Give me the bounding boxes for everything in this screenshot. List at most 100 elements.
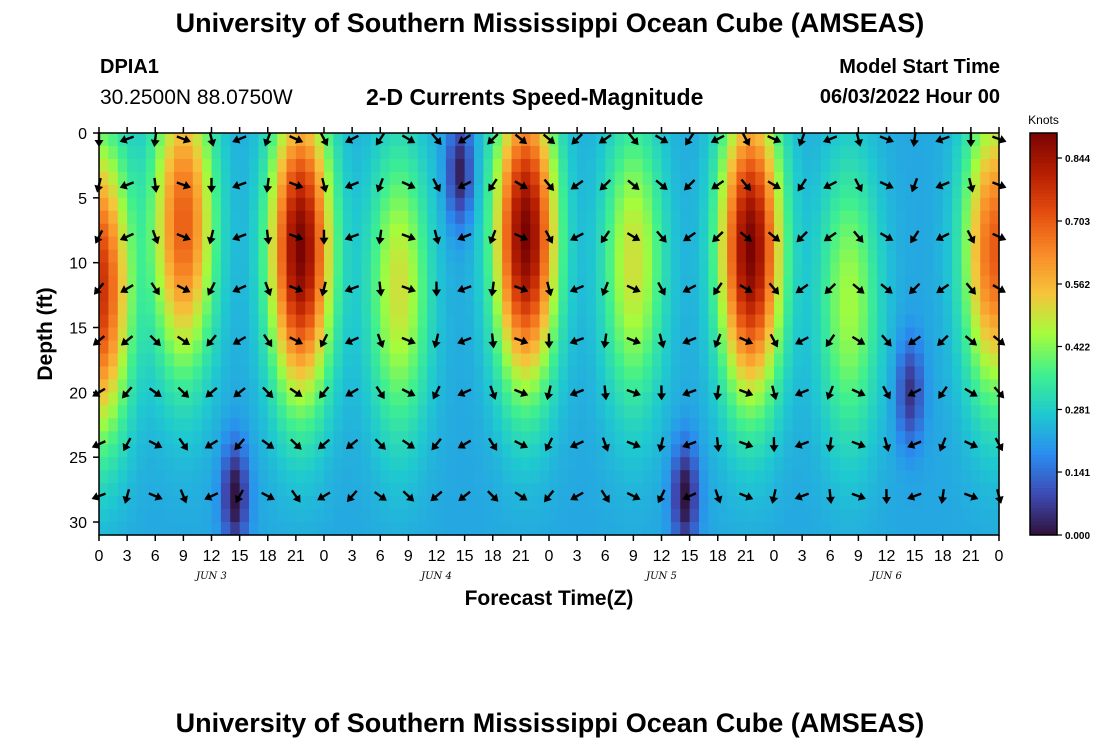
heatmap-cell bbox=[811, 405, 822, 419]
heatmap-cell bbox=[820, 379, 831, 393]
heatmap-cell bbox=[352, 223, 363, 238]
current-arrow bbox=[825, 437, 835, 453]
heatmap-cell bbox=[417, 184, 428, 199]
heatmap-cell bbox=[389, 171, 400, 186]
heatmap-cell bbox=[699, 483, 709, 497]
heatmap-cell bbox=[511, 509, 522, 523]
heatmap-cell bbox=[577, 457, 588, 471]
heatmap-cell bbox=[408, 197, 419, 212]
heatmap-cell bbox=[249, 444, 259, 458]
current-arrow-head bbox=[488, 183, 496, 192]
heatmap-cell bbox=[380, 405, 391, 419]
heatmap-cell bbox=[567, 301, 578, 316]
heatmap-cell bbox=[736, 236, 747, 251]
heatmap-cell bbox=[905, 158, 916, 173]
heatmap-cell bbox=[474, 366, 484, 380]
current-arrow bbox=[375, 177, 385, 193]
heatmap-cell bbox=[830, 418, 841, 432]
heatmap-cell bbox=[624, 522, 634, 536]
heatmap-cell bbox=[295, 340, 306, 355]
heatmap-cell bbox=[389, 379, 400, 393]
heatmap-cell bbox=[314, 158, 325, 173]
current-arrow bbox=[345, 438, 359, 450]
heatmap-cell bbox=[164, 275, 175, 290]
heatmap-cell bbox=[314, 145, 325, 160]
heatmap-cell bbox=[333, 184, 344, 199]
heatmap-cell bbox=[820, 522, 831, 536]
current-arrow-head bbox=[967, 235, 976, 244]
heatmap-cell bbox=[249, 145, 259, 160]
heatmap-cell bbox=[642, 444, 653, 458]
heatmap-cell bbox=[811, 236, 822, 251]
heatmap-cell bbox=[220, 457, 231, 471]
heatmap-cell bbox=[811, 197, 822, 212]
heatmap-cell bbox=[295, 444, 306, 458]
heatmap-cell bbox=[145, 431, 156, 445]
heatmap-cell bbox=[417, 379, 428, 393]
heatmap-cell bbox=[127, 133, 138, 147]
heatmap-cell bbox=[755, 522, 766, 536]
heatmap-cell bbox=[370, 249, 381, 264]
current-arrow-head bbox=[182, 135, 191, 144]
heatmap-cell bbox=[727, 483, 738, 497]
heatmap-cell bbox=[136, 275, 147, 290]
current-arrows bbox=[91, 131, 1007, 505]
heatmap-cell bbox=[202, 210, 213, 225]
heatmap-cell bbox=[455, 301, 466, 316]
heatmap-cell bbox=[127, 496, 138, 510]
colorbar-segment bbox=[1030, 313, 1057, 318]
heatmap-cell bbox=[249, 314, 259, 329]
heatmap-cell bbox=[895, 314, 906, 329]
heatmap-cell bbox=[558, 522, 569, 536]
heatmap-cell bbox=[211, 210, 222, 225]
heatmap-cell bbox=[202, 496, 213, 510]
current-arrow-head bbox=[376, 339, 385, 349]
heatmap-cell bbox=[202, 444, 213, 458]
current-arrow bbox=[430, 490, 443, 502]
current-arrow bbox=[654, 134, 669, 144]
heatmap-cell bbox=[689, 470, 700, 484]
heatmap-cell bbox=[117, 236, 128, 251]
current-arrow bbox=[656, 230, 667, 243]
current-arrow bbox=[767, 180, 781, 190]
heatmap-cell bbox=[239, 133, 250, 147]
heatmap-cell bbox=[183, 366, 194, 380]
heatmap-cell bbox=[652, 301, 663, 316]
heatmap-cell bbox=[436, 249, 447, 264]
heatmap-cell bbox=[774, 184, 784, 199]
heatmap-cell bbox=[305, 314, 316, 329]
x-tick-label: 21 bbox=[737, 548, 755, 565]
heatmap-cell bbox=[127, 457, 138, 471]
heatmap-cell bbox=[258, 457, 269, 471]
x-tick-label: 18 bbox=[709, 548, 727, 565]
heatmap-cell bbox=[708, 262, 719, 277]
heatmap-cell bbox=[211, 184, 222, 199]
heatmap-cell bbox=[680, 236, 691, 251]
heatmap-cell bbox=[783, 236, 794, 251]
current-arrow-head bbox=[406, 135, 416, 144]
colorbar-segment bbox=[1030, 307, 1057, 312]
current-arrow-head bbox=[319, 288, 329, 297]
heatmap-cell bbox=[577, 184, 588, 199]
heatmap-cell bbox=[652, 184, 663, 199]
heatmap-cell bbox=[820, 184, 831, 199]
current-arrow bbox=[794, 440, 810, 449]
heatmap-cell bbox=[202, 405, 213, 419]
heatmap-cell bbox=[549, 327, 559, 342]
heatmap-cell bbox=[211, 431, 222, 445]
heatmap-cell bbox=[595, 236, 606, 251]
heatmap-cell bbox=[277, 171, 288, 186]
heatmap-cell bbox=[933, 197, 944, 212]
heatmap-cell bbox=[427, 171, 438, 186]
current-arrow bbox=[711, 179, 725, 190]
heatmap-cell bbox=[802, 223, 813, 238]
current-arrow bbox=[851, 335, 866, 345]
heatmap-cell bbox=[661, 522, 672, 536]
heatmap-cell bbox=[727, 470, 738, 484]
heatmap-cell bbox=[220, 379, 231, 393]
heatmap-cell bbox=[520, 314, 531, 329]
heatmap-cell bbox=[408, 353, 419, 368]
heatmap-cell bbox=[192, 509, 203, 523]
heatmap-cell bbox=[783, 431, 794, 445]
heatmap-cell bbox=[155, 366, 166, 380]
